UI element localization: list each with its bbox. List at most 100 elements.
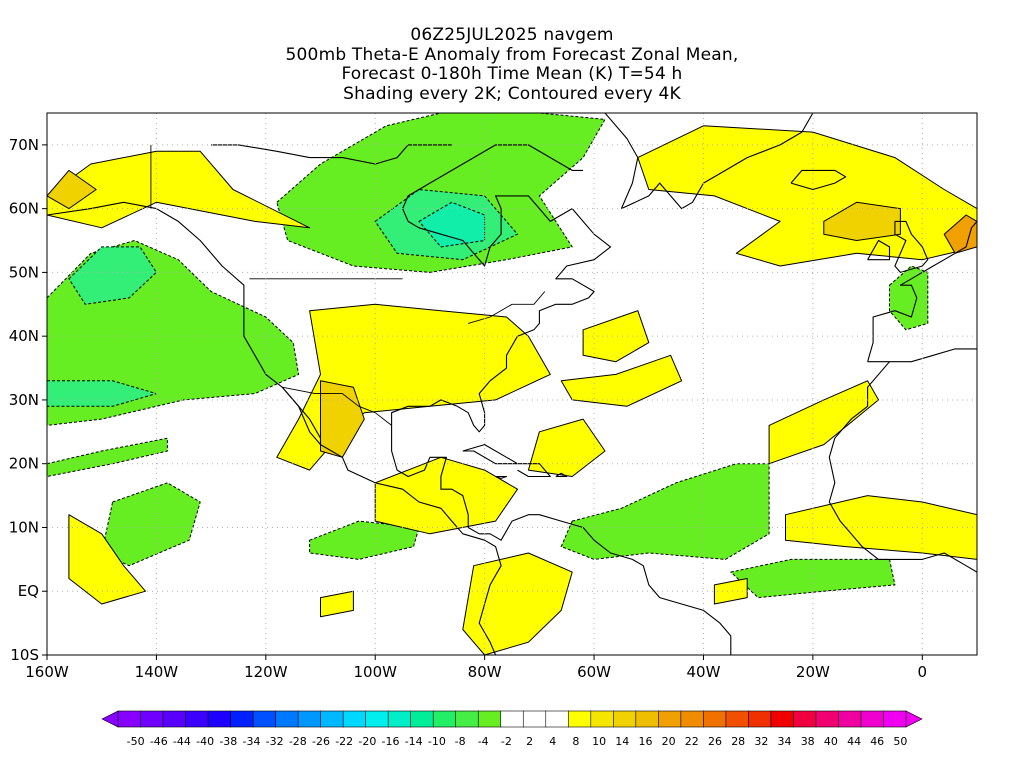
colorbar-label: 16 xyxy=(639,735,653,748)
coastline xyxy=(555,472,568,478)
positive-anomaly-region xyxy=(320,590,354,618)
colorbar-max-arrow xyxy=(905,710,923,728)
lon-tick-label: 160W xyxy=(25,663,69,681)
colorbar-label: -10 xyxy=(428,735,446,748)
colorbar-swatch xyxy=(342,710,367,728)
colorbar-label: 28 xyxy=(731,735,745,748)
lat-tick-label: EQ xyxy=(18,582,39,600)
anomaly-shading xyxy=(47,113,977,655)
colorbar-swatch xyxy=(455,710,479,728)
map-frame xyxy=(46,112,978,656)
colorbar-swatch xyxy=(185,710,209,728)
colorbar-label: 40 xyxy=(824,735,838,748)
lat-tick-label: 10N xyxy=(9,518,39,536)
lon-tick-label: 40W xyxy=(687,663,721,681)
colorbar-swatch xyxy=(252,710,277,728)
colorbar-swatch xyxy=(838,710,862,728)
colorbar-swatch xyxy=(635,710,659,728)
coastline xyxy=(894,220,929,273)
colorbar-swatch xyxy=(522,710,547,728)
lat-tick-label: 70N xyxy=(9,136,39,154)
colorbar-swatch xyxy=(567,710,592,728)
colorbar-label: -46 xyxy=(150,735,168,748)
political-border xyxy=(282,386,392,426)
coastline xyxy=(867,348,977,363)
colorbar-swatch xyxy=(860,710,885,728)
coastline xyxy=(495,475,508,479)
lat-tick-label: 40N xyxy=(9,327,39,345)
lon-tick-label: 0 xyxy=(918,663,928,681)
colorbar-label: -34 xyxy=(243,735,261,748)
colorbar-label: 50 xyxy=(893,735,907,748)
colorbar-swatch xyxy=(140,710,164,728)
lon-tick-label: 20W xyxy=(796,663,830,681)
coastline xyxy=(604,113,639,209)
negative-anomaly-region xyxy=(101,482,201,567)
colorbar-swatch xyxy=(320,710,344,728)
colorbar-min-arrow xyxy=(101,710,119,728)
colorbar-label: 2 xyxy=(526,735,533,748)
colorbar-swatch xyxy=(748,710,772,728)
colorbar-swatch xyxy=(793,710,817,728)
colorbar-label: 34 xyxy=(778,735,792,748)
positive-anomaly-region xyxy=(560,354,683,407)
colorbar-swatch xyxy=(703,710,727,728)
colorbar-swatch xyxy=(613,710,637,728)
negative-anomaly-region xyxy=(560,463,770,560)
colorbar-swatch xyxy=(590,710,614,728)
negative-anomaly-region xyxy=(889,265,929,331)
colorbar-label: 46 xyxy=(870,735,884,748)
colorbar-label: 4 xyxy=(549,735,556,748)
colorbar-swatch xyxy=(883,710,907,728)
negative-anomaly-region xyxy=(47,437,168,477)
colorbar-label: -50 xyxy=(127,735,145,748)
positive-anomaly-region xyxy=(462,552,573,655)
colorbar-label: 44 xyxy=(847,735,861,748)
lat-tick-label: 20N xyxy=(9,455,39,473)
colorbar: -50 -46 -44 -40 -38 -34 -32 -28 -26 -22 -20 -16 -14-… xyxy=(101,710,923,748)
title-line-3: Forecast 0-180h Time Mean (K) T=54 h xyxy=(341,64,683,84)
colorbar-swatch xyxy=(500,710,524,728)
colorbar-label: 32 xyxy=(754,735,768,748)
coastline xyxy=(211,144,452,165)
lat-tick-label: 60N xyxy=(9,200,39,218)
colorbar-label: 8 xyxy=(572,735,579,748)
positive-anomaly-region xyxy=(68,514,146,605)
colorbar-label: -44 xyxy=(173,735,191,748)
colorbar-label: -32 xyxy=(266,735,284,748)
positive-anomaly-region xyxy=(582,310,650,363)
coastline xyxy=(867,221,977,362)
lon-tick-label: 140W xyxy=(135,663,179,681)
colorbar-swatch xyxy=(658,710,682,728)
lon-tick-label: 80W xyxy=(468,663,502,681)
colorbar-swatch xyxy=(387,710,412,728)
lat-tick-label: 10S xyxy=(10,646,39,664)
positive-anomaly-region xyxy=(527,418,606,477)
positive-anomaly-region xyxy=(713,578,748,605)
colorbar-swatch xyxy=(117,710,142,728)
lat-tick-label: 30N xyxy=(9,391,39,409)
colorbar-label: 14 xyxy=(615,735,629,748)
lon-tick-label: 60W xyxy=(577,663,611,681)
colorbar-swatch xyxy=(477,710,502,728)
colorbar-label: -16 xyxy=(382,735,400,748)
negative-anomaly-region xyxy=(309,520,420,560)
title-line-1: 06Z25JUL2025 navgem xyxy=(410,25,614,45)
colorbar-label: 20 xyxy=(662,735,676,748)
coastline xyxy=(391,425,732,655)
colorbar-swatch xyxy=(410,710,434,728)
colorbar-swatch xyxy=(297,710,322,728)
lat-tick-label: 50N xyxy=(9,263,39,281)
negative-anomaly-region xyxy=(47,380,157,407)
colorbar-swatch xyxy=(545,710,569,728)
positive-anomaly-region xyxy=(823,201,901,241)
positive-anomaly-region xyxy=(637,125,977,267)
colorbar-swatch xyxy=(432,710,457,728)
colorbar-swatch xyxy=(207,710,232,728)
colorbar-label: -20 xyxy=(358,735,376,748)
positive-anomaly-region xyxy=(47,169,97,210)
colorbar-label: -28 xyxy=(289,735,307,748)
coastline xyxy=(47,201,502,655)
coastline xyxy=(407,195,573,267)
